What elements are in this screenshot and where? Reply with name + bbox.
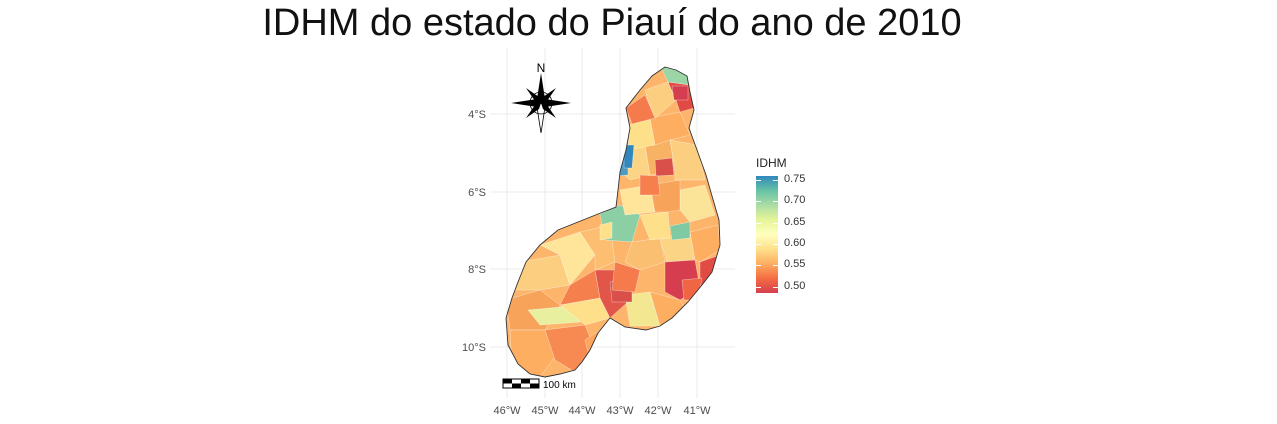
- y-tick-label: 6°S: [468, 187, 486, 199]
- map-title: IDHM do estado do Piauí do ano de 2010: [262, 2, 962, 44]
- legend-tick: [756, 201, 761, 202]
- legend-label: 0.65: [784, 216, 806, 228]
- legend-tick: [756, 180, 761, 181]
- legend-tick: [756, 265, 761, 266]
- scale-bar: [502, 378, 540, 389]
- legend-title: IDHM: [756, 156, 787, 170]
- north-arrow-icon: [511, 73, 571, 134]
- legend-tick: [773, 223, 778, 224]
- legend-label: 0.70: [784, 194, 806, 206]
- x-tick-label: 46°W: [493, 405, 521, 417]
- x-tick-label: 41°W: [683, 405, 711, 417]
- y-tick-label: 4°S: [468, 109, 486, 121]
- legend-label: 0.75: [784, 173, 806, 185]
- legend-tick: [773, 180, 778, 181]
- legend-colorbar: [756, 176, 778, 293]
- x-tick-label: 45°W: [531, 405, 559, 417]
- y-tick-label: 8°S: [468, 264, 486, 276]
- legend-tick: [756, 223, 761, 224]
- legend-tick: [773, 265, 778, 266]
- scale-label: 100 km: [543, 380, 576, 391]
- legend-tick: [773, 287, 778, 288]
- legend-label: 0.55: [784, 258, 806, 270]
- x-tick-label: 43°W: [606, 405, 634, 417]
- north-label: N: [537, 61, 546, 75]
- x-tick-label: 44°W: [568, 405, 596, 417]
- legend-tick: [773, 244, 778, 245]
- municipalities: [506, 67, 720, 377]
- legend-label: 0.60: [784, 237, 806, 249]
- state-map: [505, 66, 721, 378]
- legend-tick: [756, 287, 761, 288]
- y-tick-label: 10°S: [462, 342, 486, 354]
- legend-tick: [773, 201, 778, 202]
- legend-label: 0.50: [784, 280, 806, 292]
- legend-tick: [756, 244, 761, 245]
- x-tick-label: 42°W: [644, 405, 672, 417]
